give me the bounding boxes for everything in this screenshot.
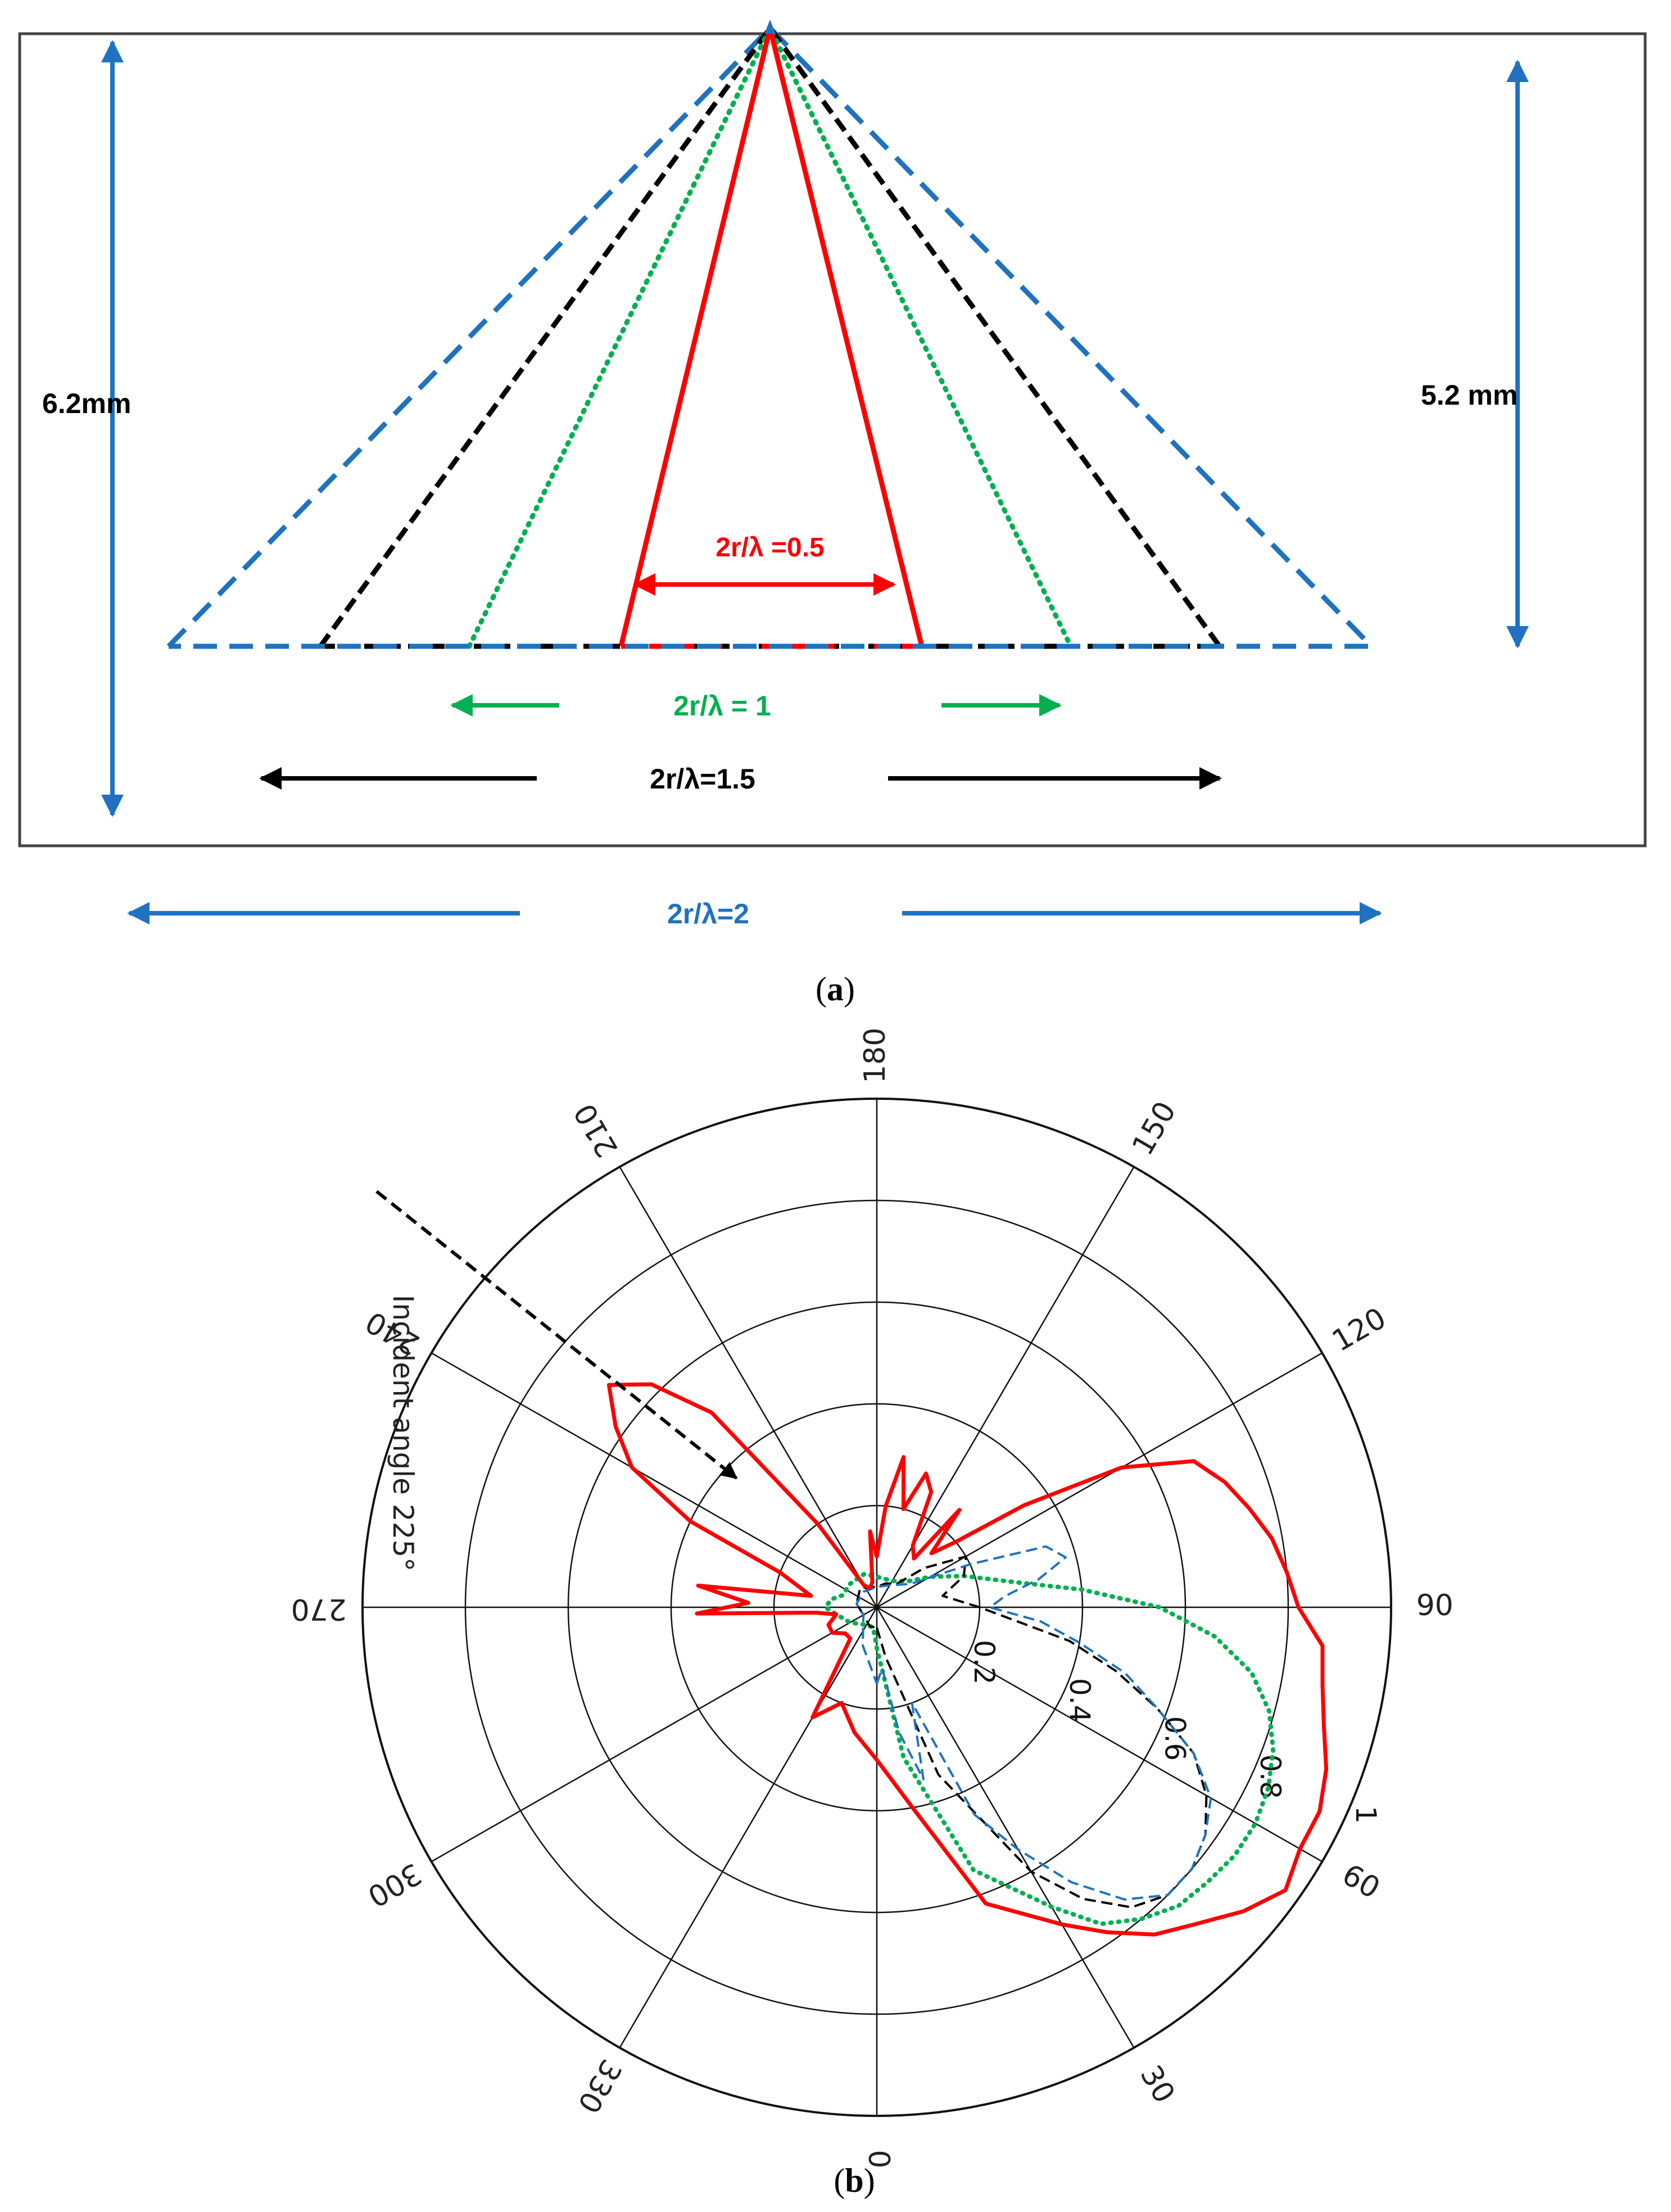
incident-angle-arrow bbox=[375, 1190, 738, 1480]
radial-label-0.6: 0.6 bbox=[1159, 1716, 1192, 1761]
series-black-dashed bbox=[855, 1555, 1208, 1909]
polar-spoke-8 bbox=[431, 1352, 877, 1608]
polar-spoke-11 bbox=[619, 1607, 878, 2048]
series-red-solid bbox=[606, 1382, 1329, 1937]
radial-label-0.4: 0.4 bbox=[1063, 1678, 1096, 1723]
right-height-label: 5.2 mm bbox=[1421, 379, 1518, 411]
angle-label-330: 330 bbox=[570, 2054, 628, 2119]
apex-marker bbox=[764, 20, 776, 34]
angle-label-180: 180 bbox=[858, 1027, 892, 1083]
label-2r-lambda-1: 2r/λ = 1 bbox=[673, 690, 771, 722]
polar-radial-labels: 0.2 0.4 0.6 0.8 1 bbox=[968, 1640, 1382, 1824]
label-2r-lambda-2: 2r/λ=2 bbox=[667, 898, 749, 930]
polar-spoke-4 bbox=[876, 1352, 1323, 1608]
polar-spoke-10 bbox=[431, 1606, 877, 1862]
cone-2r-lambda-1-5 bbox=[318, 24, 1222, 648]
angle-label-270: 270 bbox=[291, 1592, 347, 1626]
panel-a-frame bbox=[18, 32, 1647, 847]
label-2r-lambda-1-5: 2r/λ=1.5 bbox=[650, 763, 755, 795]
angle-label-30: 30 bbox=[1133, 2060, 1181, 2109]
angle-label-60: 60 bbox=[1337, 1858, 1385, 1906]
angle-label-90: 90 bbox=[1416, 1589, 1453, 1622]
polar-spoke-5 bbox=[876, 1166, 1135, 1608]
angle-label-300: 300 bbox=[362, 1856, 427, 1914]
series-blue-dashed bbox=[855, 1545, 1212, 1901]
polar-spoke-1 bbox=[876, 1607, 1135, 2048]
angle-label-0: 0 bbox=[862, 2150, 895, 2168]
angle-label-150: 150 bbox=[1126, 1096, 1183, 1161]
angle-label-210: 210 bbox=[568, 1098, 625, 1163]
incident-angle-label: Incident angle 225° bbox=[387, 1295, 419, 1572]
angle-label-120: 120 bbox=[1326, 1302, 1392, 1359]
series-green-dotted bbox=[823, 1571, 1276, 1927]
polar-series bbox=[606, 1382, 1329, 1937]
radial-label-0.8: 0.8 bbox=[1254, 1754, 1287, 1799]
radial-label-1: 1 bbox=[1350, 1806, 1382, 1824]
label-2r-lambda-0-5: 2r/λ =0.5 bbox=[716, 533, 825, 563]
left-height-label: 6.2mm bbox=[42, 388, 131, 419]
caption-a: (a) bbox=[816, 971, 855, 1008]
caption-b: (b) bbox=[834, 2162, 875, 2199]
panel-a: 6.2mm 5.2 mm 2r/λ =0.5 2r/λ = 1 2r/λ=1.5… bbox=[18, 20, 1647, 1008]
radial-label-0.2: 0.2 bbox=[968, 1640, 1000, 1685]
polar-spoke-2 bbox=[876, 1606, 1323, 1862]
polar-spoke-7 bbox=[619, 1166, 878, 1608]
polar-grid bbox=[361, 1098, 1392, 2117]
